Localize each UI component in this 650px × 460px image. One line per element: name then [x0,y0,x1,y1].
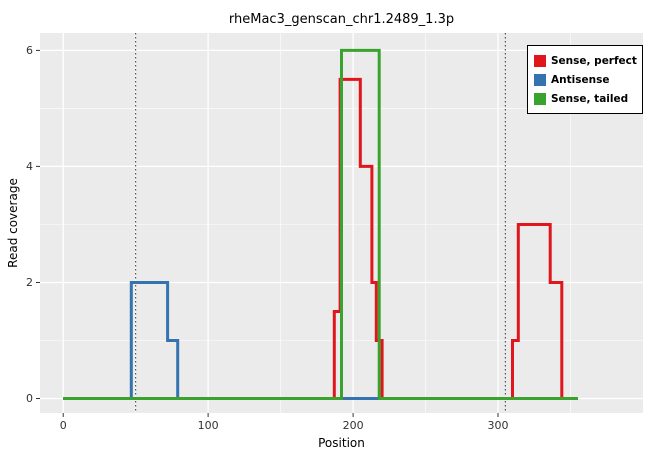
legend-item: Antisense [534,70,636,89]
legend-swatch [534,73,546,86]
legend-item: Sense, perfect [534,51,637,70]
y-tick-label: 4 [26,160,33,173]
y-axis-label: Read coverage [6,178,20,268]
x-tick-label: 300 [488,419,509,432]
legend-label: Sense, perfect [551,54,637,67]
y-tick-label: 2 [26,276,33,289]
series-line-antisense [63,281,578,400]
legend-swatch [534,92,546,105]
y-tick-label: 6 [26,44,33,57]
y-tick-label: 0 [26,392,33,405]
x-axis-label: Position [318,436,365,450]
legend-label: Sense, tailed [551,92,629,105]
plot-title: rheMac3_genscan_chr1.2489_1.3p [228,12,455,27]
x-tick-label: 200 [343,419,364,432]
x-tick-label: 0 [60,419,67,432]
series-line-sense-tailed [63,48,578,400]
legend-label: Antisense [551,73,610,86]
legend: Sense, perfect Antisense Sense, tailed [527,45,643,114]
legend-swatch [534,54,546,67]
x-tick-label: 100 [198,419,219,432]
legend-item: Sense, tailed [534,89,636,108]
